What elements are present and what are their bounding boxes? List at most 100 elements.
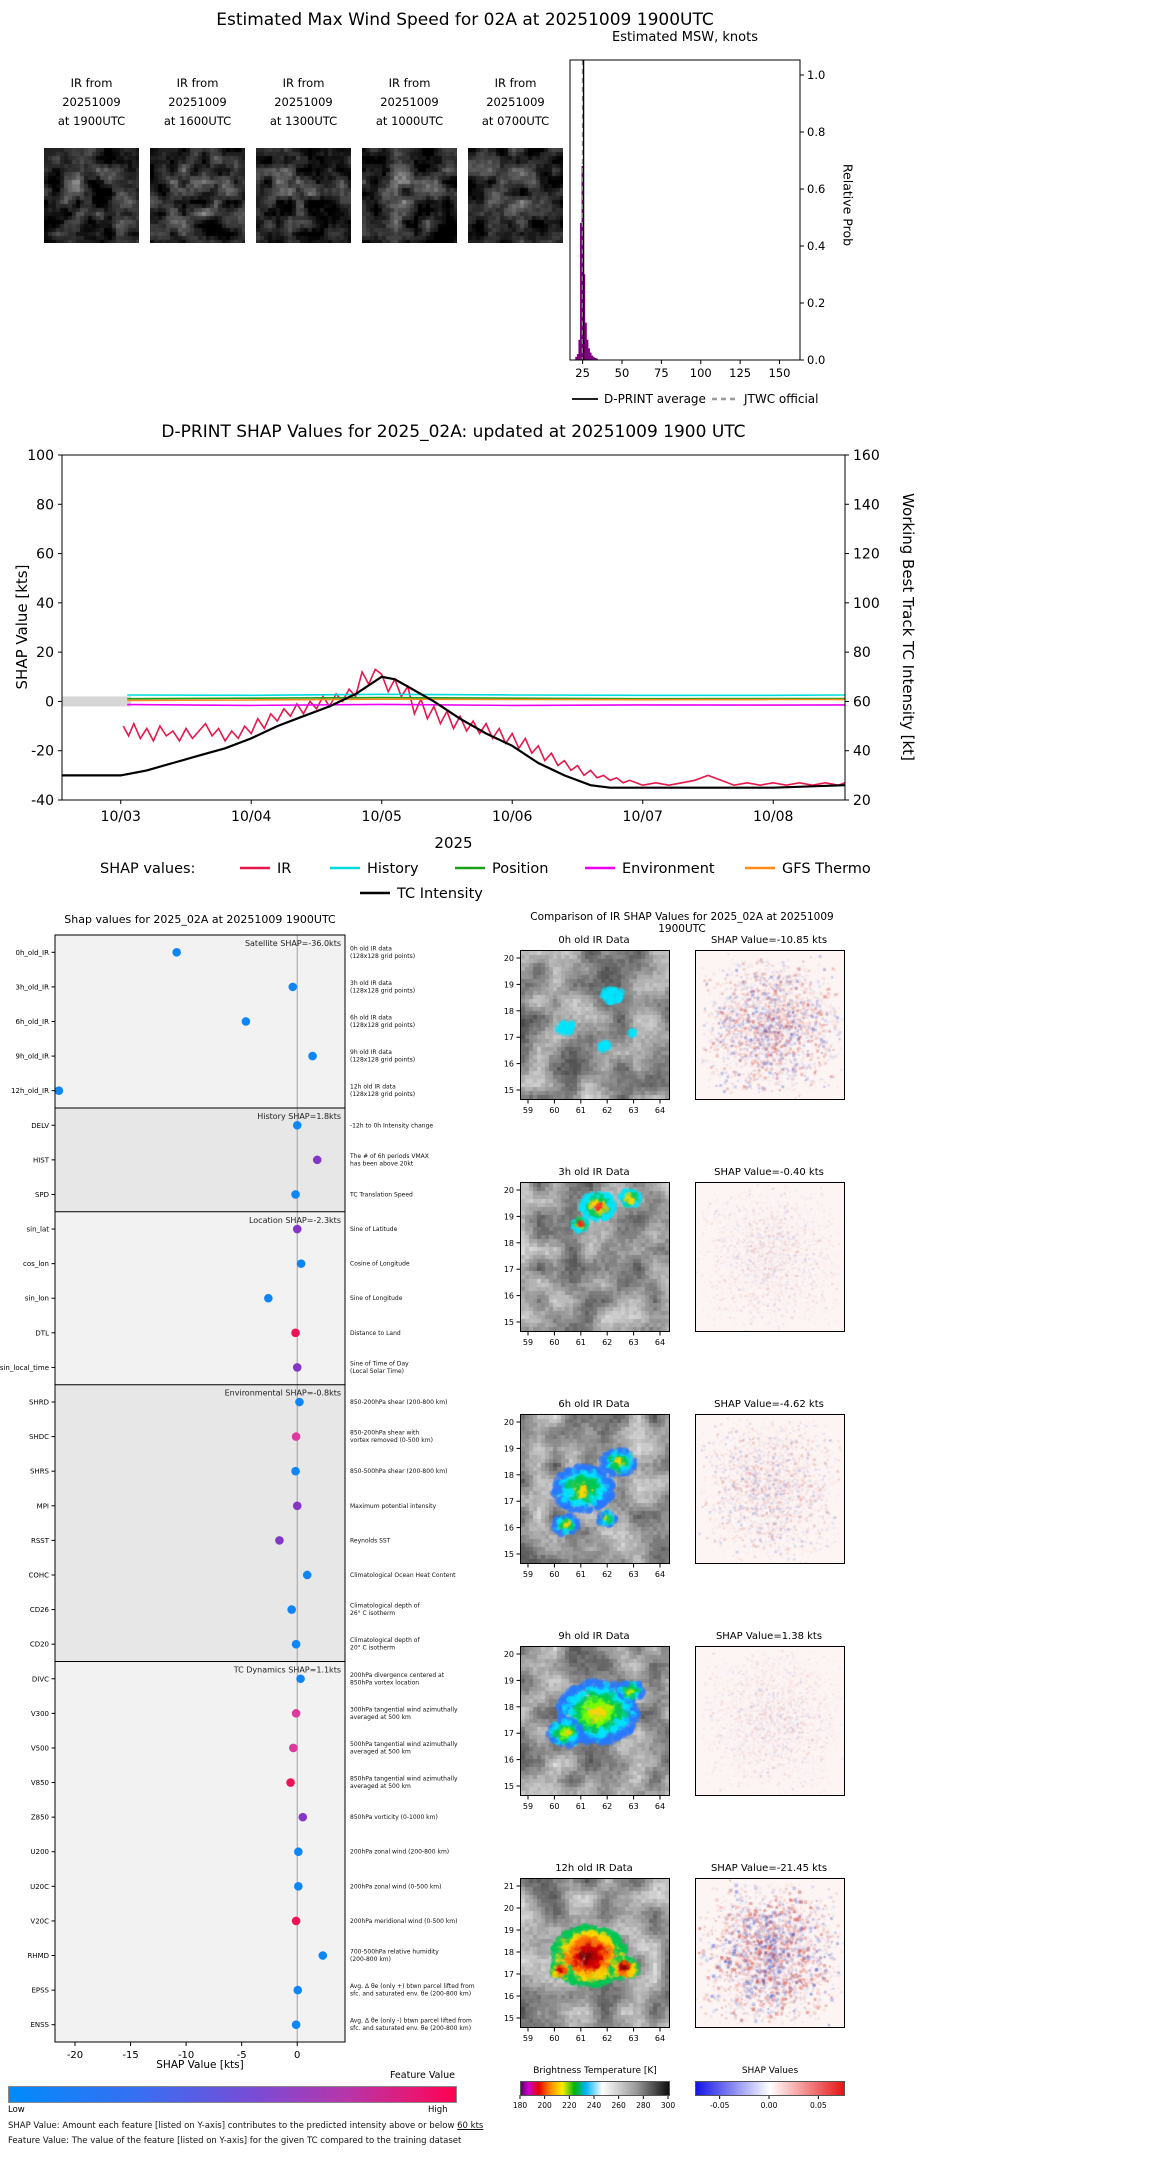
dotplot-group-bg — [55, 1384, 345, 1662]
timeseries-ylabel-left: SHAP Value [kts] — [13, 564, 31, 690]
timeseries-frame — [61, 454, 846, 801]
svg-text:17: 17 — [504, 1033, 514, 1042]
feature-description: vortex removed (0-500 km) — [350, 1437, 433, 1444]
feature-description: Cosine of Longitude — [350, 1261, 410, 1268]
svg-text:60: 60 — [853, 694, 871, 710]
feature-label: RSST — [31, 1537, 50, 1545]
svg-text:-15: -15 — [122, 2050, 138, 2061]
feature-label: V500 — [31, 1744, 49, 1752]
feature-description: Reynolds SST — [350, 1537, 391, 1544]
svg-text:0.00: 0.00 — [761, 2101, 778, 2110]
svg-text:17: 17 — [504, 1497, 514, 1506]
shap-dot-0h_old_IR — [172, 947, 181, 957]
feature-description: 200hPa zonal wind (200-800 km) — [350, 1849, 449, 1856]
feature-description: averaged at 500 km — [350, 1783, 411, 1790]
svg-text:80: 80 — [853, 645, 871, 661]
feature-value-colorbar-label: Feature Value — [389, 2070, 455, 2081]
svg-text:20: 20 — [853, 793, 871, 809]
feature-description: (128x128 grid points) — [350, 1057, 415, 1064]
svg-text:0.0: 0.0 — [807, 353, 825, 367]
histogram-title: Estimated MSW, knots — [612, 30, 758, 45]
feature-label: 0h_old_IR — [16, 949, 50, 957]
svg-text:19: 19 — [504, 1212, 514, 1221]
shap-map-image — [695, 1414, 845, 1564]
feature-description: 26° C isotherm — [350, 1610, 395, 1617]
svg-text:61: 61 — [576, 1802, 586, 1811]
shap-dot-ENSS — [291, 2020, 301, 2030]
svg-text:16: 16 — [504, 1992, 514, 2001]
svg-text:0: 0 — [45, 694, 54, 710]
svg-text:60: 60 — [549, 2034, 559, 2043]
feature-description: TC Translation Speed — [349, 1191, 413, 1198]
svg-text:180: 180 — [513, 2101, 528, 2110]
feature-description: 20° C isotherm — [350, 1645, 395, 1652]
svg-text:0.05: 0.05 — [810, 2101, 827, 2110]
svg-text:60: 60 — [549, 1802, 559, 1811]
ir-thumbnail-label: IR from 20251009 at 1600UTC — [150, 74, 245, 131]
feature-label: U200 — [31, 1848, 49, 1856]
svg-text:50: 50 — [615, 366, 630, 380]
ir-thumbnail-label: IR from 20251009 at 1300UTC — [256, 74, 351, 131]
dotplot-group-bg — [55, 1107, 345, 1212]
shap-dot-RSST — [275, 1536, 284, 1545]
feature-label: V300 — [31, 1710, 49, 1718]
feature-label: sin_lat — [26, 1226, 49, 1234]
dotplot-xlabel: SHAP Value [kts] — [156, 2059, 244, 2071]
shap-dot-V300 — [291, 1709, 301, 1718]
svg-text:62: 62 — [602, 1106, 612, 1115]
feature-description: 850hPa vortex location — [350, 1679, 419, 1686]
series-environment — [127, 703, 846, 707]
svg-text:10/08: 10/08 — [753, 809, 793, 825]
timeseries-title: D-PRINT SHAP Values for 2025_02A: update… — [161, 422, 746, 442]
ir-data-image — [520, 950, 670, 1100]
ir-thumbnail-label-line: IR from — [282, 76, 325, 90]
svg-text:0.8: 0.8 — [807, 125, 825, 139]
svg-text:20: 20 — [504, 954, 514, 963]
ir-thumbnail-label-line: at 0700UTC — [481, 114, 550, 128]
dotplot-group-bg — [55, 1211, 345, 1385]
svg-text:64: 64 — [655, 2034, 665, 2043]
svg-text:62: 62 — [602, 1338, 612, 1347]
shap-dot-V500 — [289, 1743, 298, 1753]
svg-text:80: 80 — [36, 497, 54, 513]
shap-dot-V850 — [286, 1778, 295, 1787]
shap-dot-SHDC — [291, 1432, 301, 1441]
ir-thumbnail-image — [362, 148, 457, 243]
feature-label: DIVC — [32, 1675, 49, 1683]
svg-text:-20: -20 — [67, 2050, 83, 2061]
feature-label: 9h_old_IR — [16, 1053, 50, 1061]
svg-text:10/07: 10/07 — [623, 809, 663, 825]
ir-data-image — [520, 1182, 670, 1332]
svg-text:64: 64 — [655, 1106, 665, 1115]
feature-description: averaged at 500 km — [350, 1748, 411, 1755]
svg-text:64: 64 — [655, 1338, 665, 1347]
shap-dotplot: Satellite SHAP=-36.0kts History SHAP=1.8k… — [0, 934, 475, 2061]
svg-text:75: 75 — [654, 366, 669, 380]
dotplot-title: Shap values for 2025_02A at 20251009 190… — [64, 913, 336, 926]
feature-label: Z850 — [31, 1814, 49, 1822]
shap-dot-U20C — [294, 1882, 303, 1891]
svg-text:240: 240 — [587, 2101, 602, 2110]
group-header: Satellite SHAP=-36.0kts — [245, 939, 341, 948]
svg-text:15: 15 — [504, 1086, 514, 1095]
no-data-band — [62, 696, 132, 707]
series-position — [127, 696, 845, 700]
svg-text:61: 61 — [576, 1106, 586, 1115]
shap-row-title: SHAP Value=-0.40 kts — [714, 1167, 824, 1178]
histogram-ylabel: Relative Prob — [840, 163, 856, 247]
timeseries-xlabel: 2025 — [434, 834, 473, 852]
timeseries-legend-prefix: SHAP values: — [100, 861, 195, 877]
svg-text:60: 60 — [549, 1106, 559, 1115]
svg-text:62: 62 — [602, 2034, 612, 2043]
svg-text:21: 21 — [504, 1882, 514, 1891]
svg-text:61: 61 — [576, 1570, 586, 1579]
bt-colorbar-label: Brightness Temperature [K] — [533, 2066, 657, 2076]
svg-text:18: 18 — [504, 1703, 514, 1712]
shap-row-title: SHAP Value=-21.45 kts — [711, 1863, 827, 1874]
shap-row-title: SHAP Value=-4.62 kts — [714, 1399, 824, 1410]
feature-description: Sine of Longitude — [350, 1295, 403, 1302]
feature-label: COHC — [28, 1571, 49, 1579]
shap-timeseries: 100 80 60 40 20 0 -20 -40 160 140 120 100 80 60 40 20 10… — [27, 448, 879, 902]
feature-description: sfc. and saturated env. θe (200-800 km) — [350, 1991, 471, 1998]
shap-map-image — [695, 950, 845, 1100]
